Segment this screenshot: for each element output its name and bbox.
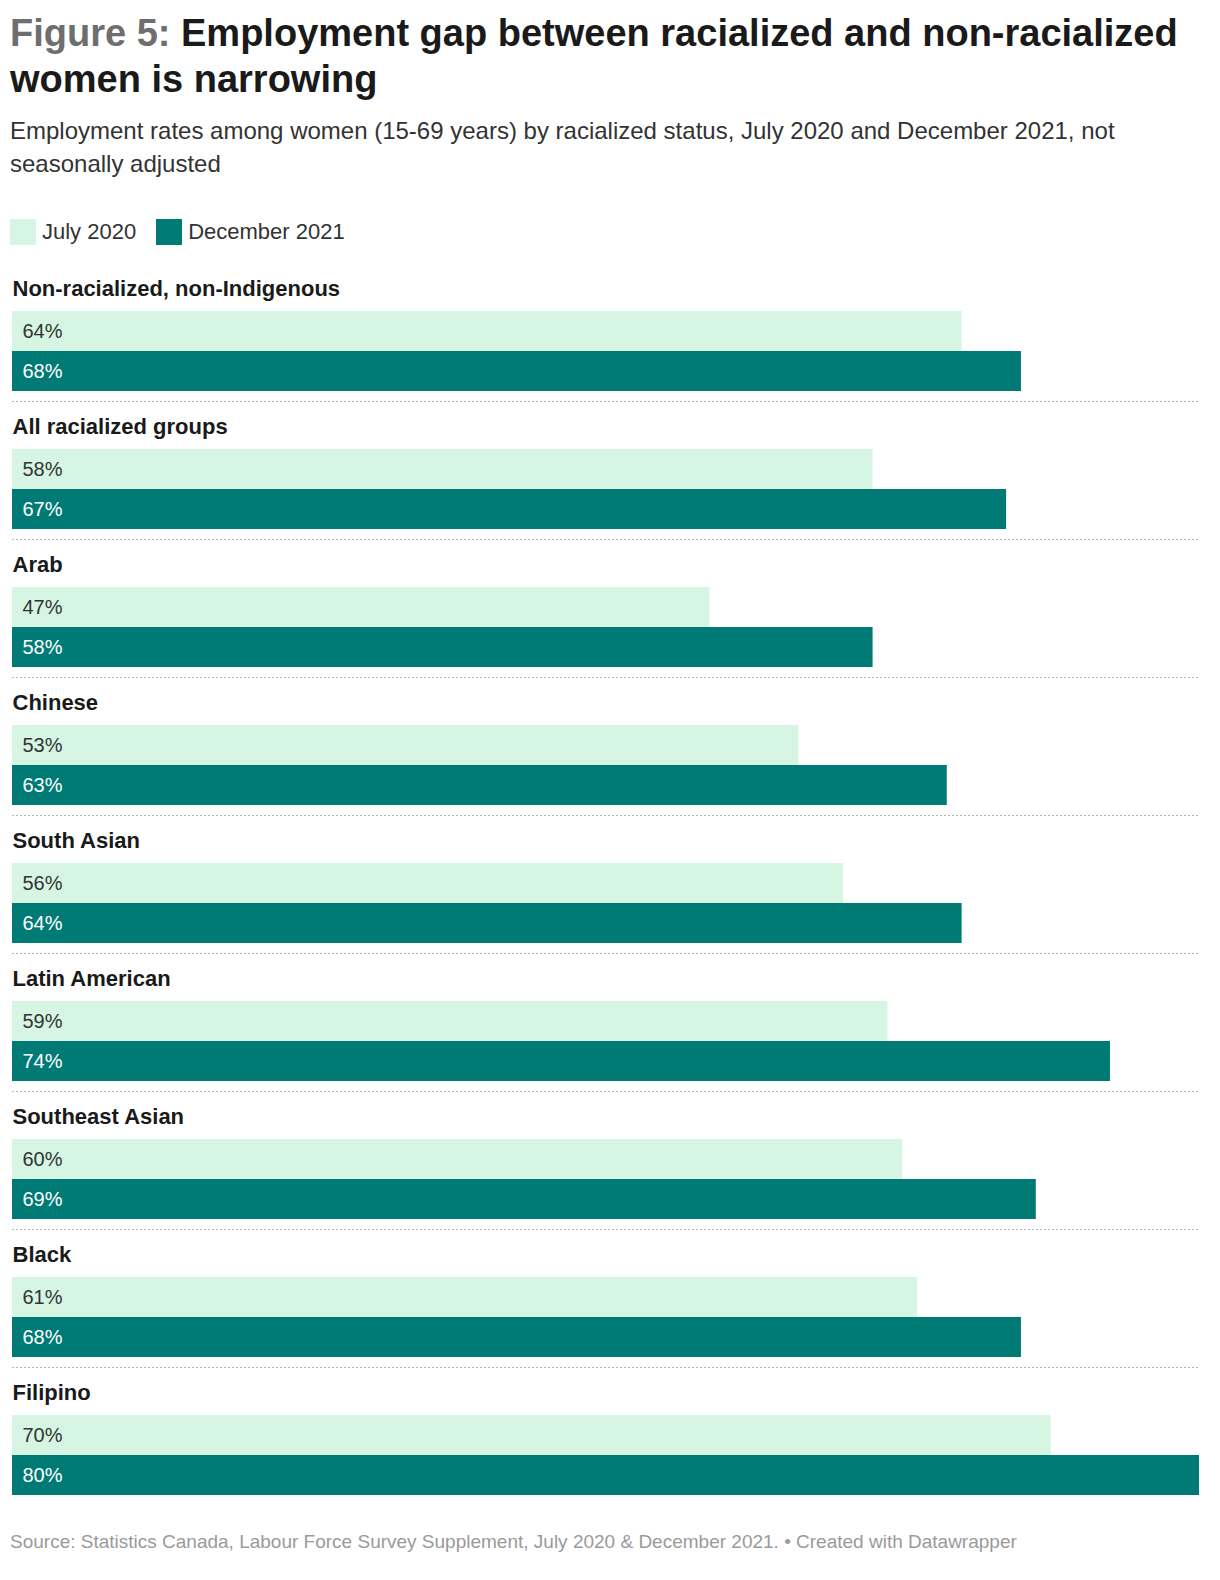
html-text:Source: Statistics Canada, Lab: Source: Statistics Canada, Labour Force … <box>10 1531 1017 1552</box>
svg-text:58%: 58% <box>23 458 63 480</box>
html-text:July 2020: July 2020 <box>42 219 137 244</box>
svg-text:All racialized groups: All racialized groups <box>13 414 228 439</box>
svg-text:68%: 68% <box>23 1326 63 1348</box>
svg-text:60%: 60% <box>23 1148 63 1170</box>
svg-text:53%: 53% <box>23 734 63 756</box>
svg-text:70%: 70% <box>23 1424 63 1446</box>
svg-text:Latin American: Latin American <box>13 966 171 991</box>
html-text:Employment rates among women (: Employment rates among women (15-69 year… <box>10 117 1115 177</box>
svg-text:Arab: Arab <box>13 552 63 577</box>
svg-text:64%: 64% <box>23 320 63 342</box>
svg-text:Non-racialized, non-Indigenous: Non-racialized, non-Indigenous <box>13 276 341 301</box>
svg-text:Chinese: Chinese <box>13 690 99 715</box>
svg-text:47%: 47% <box>23 596 63 618</box>
svg-text:56%: 56% <box>23 872 63 894</box>
svg-text:Filipino: Filipino <box>13 1380 91 1405</box>
svg-text:67%: 67% <box>23 498 63 520</box>
svg-text:74%: 74% <box>23 1050 63 1072</box>
html-text:Figure 5: Employment gap betwe: Figure 5: Employment gap between raciali… <box>10 12 1178 100</box>
svg-text:80%: 80% <box>23 1464 63 1486</box>
svg-text:58%: 58% <box>23 636 63 658</box>
svg-text:61%: 61% <box>23 1286 63 1308</box>
svg-text:59%: 59% <box>23 1010 63 1032</box>
svg-text:Southeast Asian: Southeast Asian <box>13 1104 185 1129</box>
svg-text:Black: Black <box>13 1242 72 1267</box>
svg-text:68%: 68% <box>23 360 63 382</box>
svg-text:South Asian: South Asian <box>13 828 141 853</box>
svg-text:64%: 64% <box>23 912 63 934</box>
html-text:December 2021: December 2021 <box>188 219 345 244</box>
svg-text:69%: 69% <box>23 1188 63 1210</box>
svg-text:63%: 63% <box>23 774 63 796</box>
